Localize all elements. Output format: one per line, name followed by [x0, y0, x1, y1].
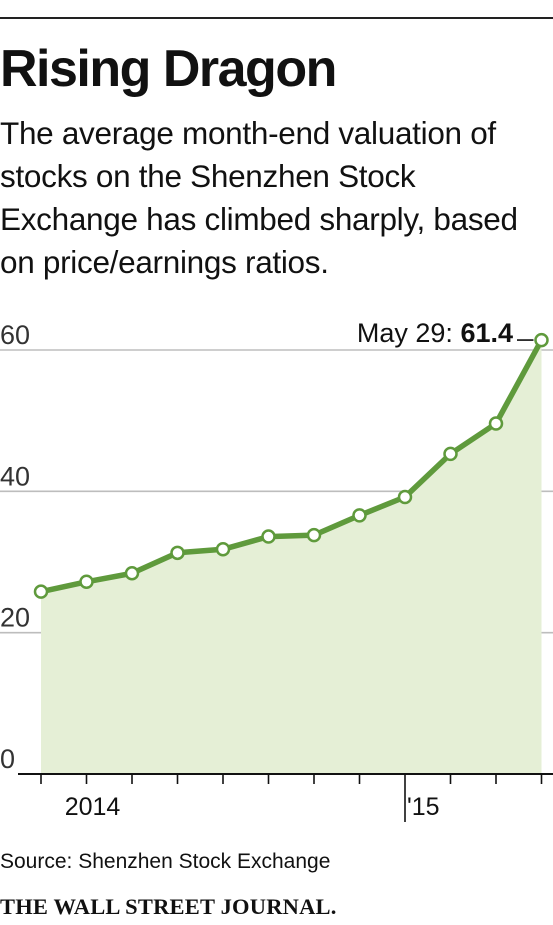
annotation-layer: May 29: 61.4 — [357, 318, 534, 348]
source-note: Source: Shenzhen Stock Exchange — [0, 850, 331, 873]
data-points — [33, 332, 549, 599]
data-point — [124, 566, 140, 581]
data-point — [488, 416, 504, 431]
y-tick-label-0: 0 — [0, 744, 15, 774]
data-point — [352, 508, 367, 523]
annotation-label: May 29: 61.4 — [357, 318, 513, 348]
y-tick-label-20: 20 — [0, 603, 30, 633]
top-rule — [0, 17, 553, 19]
x-tick-label-0: 2014 — [65, 793, 121, 821]
series-line — [38, 337, 545, 595]
data-point — [443, 446, 458, 462]
data-point — [215, 542, 231, 557]
data-point — [534, 332, 549, 348]
series-line-layer — [38, 337, 545, 595]
chart-subtitle: The average month-end valuation of stock… — [0, 115, 518, 280]
data-point — [261, 529, 276, 544]
data-point — [397, 489, 413, 505]
x-tick-label-1: '15 — [407, 793, 440, 821]
area-fill — [41, 340, 542, 774]
annotation-value: 61.4 — [460, 318, 513, 348]
chart-title: Rising Dragon — [0, 40, 337, 98]
data-point — [306, 527, 322, 543]
y-tick-labels: 0 20 40 60 — [0, 320, 30, 774]
annotation-date: May 29: — [357, 318, 461, 348]
x-axis: 2014 '15 — [18, 773, 553, 822]
data-point — [170, 545, 185, 561]
data-point — [79, 574, 94, 590]
data-point — [33, 584, 49, 599]
area-fill-layer — [41, 340, 542, 774]
y-tick-label-60: 60 — [0, 320, 30, 350]
publication-credit: THE WALL STREET JOURNAL. — [0, 894, 337, 919]
y-tick-label-40: 40 — [0, 461, 30, 491]
